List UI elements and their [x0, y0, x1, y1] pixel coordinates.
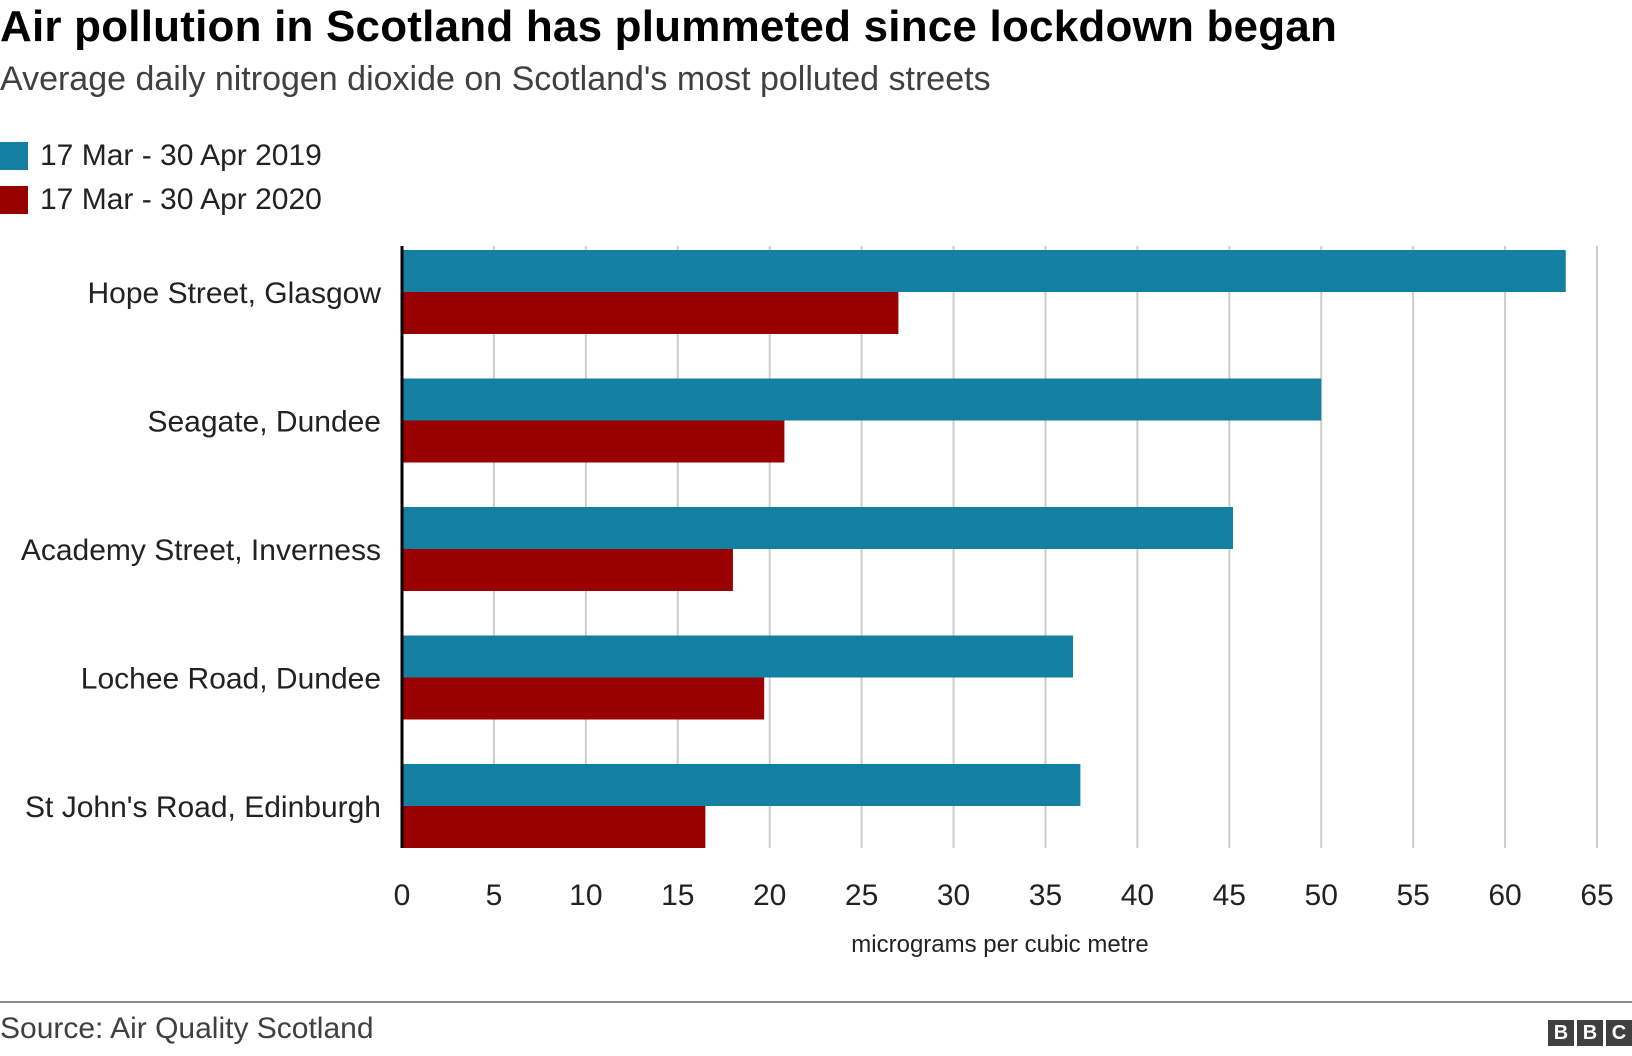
- legend-swatch-2020: [0, 186, 28, 214]
- x-tick-label-50: 50: [1305, 879, 1338, 912]
- x-tick-label-60: 60: [1488, 879, 1521, 912]
- x-tick-label-65: 65: [1580, 879, 1613, 912]
- bar-2020-3: [402, 677, 765, 720]
- source-note: Source: Air Quality Scotland: [0, 1012, 374, 1045]
- x-tick-label-15: 15: [661, 879, 694, 912]
- x-tick-label-10: 10: [569, 879, 602, 912]
- category-label-4: St John's Road, Edinburgh: [25, 791, 381, 824]
- bar-2020-2: [402, 549, 733, 591]
- chart-title: Air pollution in Scotland has plummeted …: [0, 2, 1338, 51]
- category-label-1: Seagate, Dundee: [147, 406, 381, 439]
- x-axis-title: micrograms per cubic metre: [851, 931, 1148, 958]
- category-label-2: Academy Street, Inverness: [21, 534, 381, 567]
- category-label-3: Lochee Road, Dundee: [81, 663, 381, 696]
- bar-chart: Hope Street, Glasgow Seagate, Dundee Acade…: [21, 246, 1614, 958]
- x-tick-label-35: 35: [1029, 879, 1062, 912]
- x-tick-label-20: 20: [753, 879, 786, 912]
- footer-divider: [0, 1001, 1632, 1003]
- bar-2019-4: [402, 764, 1081, 806]
- x-tick-label-25: 25: [845, 879, 878, 912]
- bar-2019-3: [402, 635, 1074, 678]
- category-label-0: Hope Street, Glasgow: [88, 277, 382, 310]
- legend-label-2019: 17 Mar - 30 Apr 2019: [40, 139, 322, 172]
- bar-2020-1: [402, 420, 785, 463]
- bar-2020-4: [402, 806, 706, 848]
- x-tick-label-30: 30: [937, 879, 970, 912]
- bar-2019-0: [402, 250, 1566, 292]
- x-tick-label-5: 5: [486, 879, 503, 912]
- bbc-logo: B B C: [1548, 1020, 1632, 1046]
- chart-subtitle: Average daily nitrogen dioxide on Scotla…: [0, 60, 991, 98]
- x-tick-label-45: 45: [1213, 879, 1246, 912]
- x-tick-label-40: 40: [1121, 879, 1154, 912]
- logo-block-3: C: [1606, 1020, 1632, 1046]
- logo-block-2: B: [1577, 1020, 1603, 1046]
- legend-swatch-2019: [0, 142, 28, 170]
- chart-legend: 17 Mar - 30 Apr 2019 17 Mar - 30 Apr 202…: [0, 134, 322, 222]
- bar-2020-0: [402, 292, 899, 334]
- legend-label-2020: 17 Mar - 30 Apr 2020: [40, 183, 322, 216]
- bar-2019-2: [402, 507, 1233, 549]
- legend-item-2019: 17 Mar - 30 Apr 2019: [0, 134, 322, 178]
- x-tick-label-55: 55: [1396, 879, 1429, 912]
- bar-2019-1: [402, 378, 1322, 421]
- x-tick-label-0: 0: [394, 879, 411, 912]
- legend-item-2020: 17 Mar - 30 Apr 2020: [0, 178, 322, 222]
- logo-block-1: B: [1548, 1020, 1574, 1046]
